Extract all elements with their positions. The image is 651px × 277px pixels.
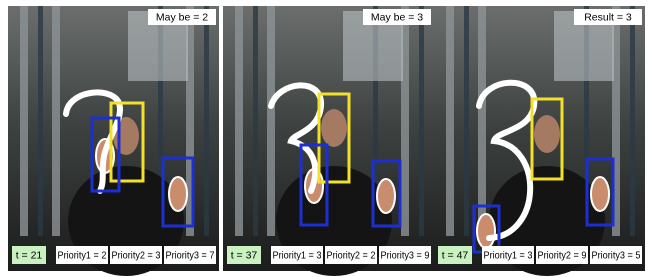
hand: [169, 177, 187, 211]
video-frame: May be = 3 t = 37 Priority1 = 3 Priority2 =…: [223, 6, 434, 276]
hand: [377, 179, 395, 213]
lab-equipment: [20, 6, 28, 236]
recognition-label: Result = 3: [584, 11, 632, 23]
time-label: t = 21: [16, 249, 43, 261]
video-frame: May be = 2 t = 21 Priority1 = 2 Priority2 =…: [8, 6, 219, 276]
time-label: t = 37: [231, 249, 258, 261]
lab-equipment: [630, 6, 635, 236]
priority-label: Priority1 = 2: [58, 249, 107, 261]
lab-equipment: [478, 6, 486, 236]
lab-equipment: [464, 6, 469, 236]
video-frame: Result = 3 t = 47 Priority1 = 3 Priority2 =…: [434, 6, 645, 276]
lab-equipment: [52, 6, 60, 236]
lab-equipment: [204, 6, 209, 236]
figure: May be = 2 t = 21 Priority1 = 2 Priority2 =…: [0, 0, 651, 277]
priority-label: Priority2 = 2: [327, 249, 376, 261]
priority-label: Priority2 = 9: [538, 249, 587, 261]
priority-label: Priority2 = 3: [112, 249, 161, 261]
priority-label: Priority3 = 5: [592, 249, 641, 261]
recognition-label: May be = 3: [371, 11, 423, 23]
lab-equipment: [235, 6, 243, 236]
time-label: t = 47: [442, 249, 469, 261]
hand: [591, 177, 609, 211]
priority-label: Priority3 = 7: [166, 249, 215, 261]
lab-equipment: [419, 6, 424, 236]
priority-label: Priority3 = 9: [381, 249, 430, 261]
person-face: [321, 109, 347, 147]
lab-equipment: [446, 6, 454, 236]
lab-equipment: [38, 6, 43, 236]
hand: [477, 214, 495, 248]
lab-equipment: [267, 6, 275, 236]
recognition-label: May be = 2: [156, 11, 208, 23]
priority-label: Priority1 = 3: [273, 249, 322, 261]
priority-label: Priority1 = 3: [484, 249, 533, 261]
lab-equipment: [253, 6, 258, 236]
person-face: [534, 115, 560, 153]
